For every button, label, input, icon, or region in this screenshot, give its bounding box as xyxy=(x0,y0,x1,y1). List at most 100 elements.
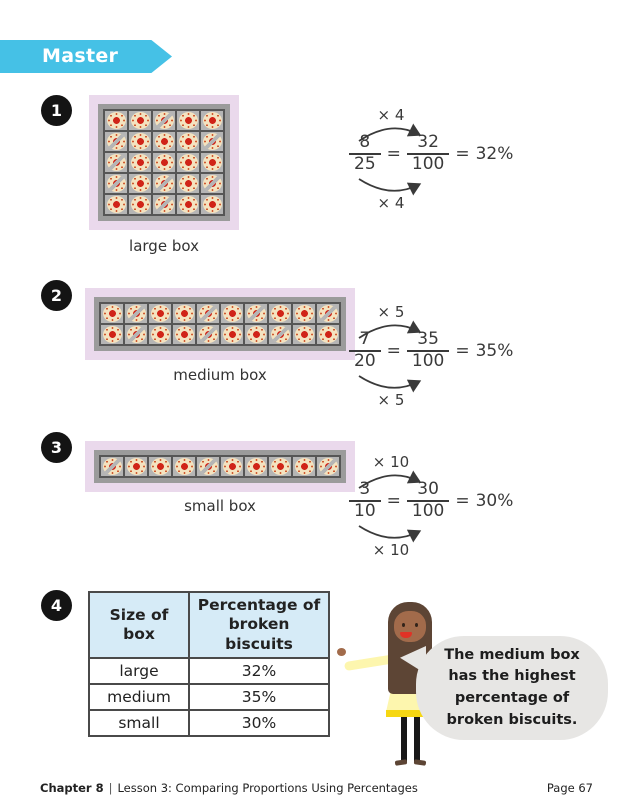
biscuit-cell xyxy=(105,153,127,172)
size-cell: small xyxy=(88,709,190,738)
biscuit-cell xyxy=(173,457,195,476)
biscuit-icon xyxy=(174,458,194,475)
master-banner-label: Master xyxy=(42,45,119,67)
question-2-badge: 2 xyxy=(41,280,72,311)
speech-text: The medium box has the highest percentag… xyxy=(444,646,580,728)
biscuit-cell xyxy=(221,457,243,476)
biscuit-icon xyxy=(102,305,122,322)
biscuit-cell xyxy=(101,457,123,476)
biscuit-icon xyxy=(222,326,242,343)
biscuit-icon xyxy=(294,326,314,343)
multiplier-top-label: × 10 xyxy=(372,453,410,471)
broken-biscuit-icon xyxy=(102,458,122,475)
biscuit-cell xyxy=(245,325,267,344)
biscuit-cell xyxy=(153,132,175,151)
biscuit-cell xyxy=(317,304,339,323)
biscuit-grid-small xyxy=(99,455,341,478)
question-1-number: 1 xyxy=(50,101,63,120)
biscuit-cell xyxy=(129,153,151,172)
biscuit-icon xyxy=(178,175,198,192)
broken-biscuit-icon xyxy=(198,305,218,322)
biscuit-cell xyxy=(129,111,151,130)
left-shoe xyxy=(394,759,408,766)
equals-sign: = xyxy=(386,341,401,361)
denominator: 10 xyxy=(349,500,381,522)
multiply-arrow-bottom-icon xyxy=(358,375,422,393)
biscuit-grid-large xyxy=(103,109,225,216)
percentage-result: 30% xyxy=(475,491,514,511)
numerator: 7 xyxy=(359,329,371,350)
biscuit-cell xyxy=(293,304,315,323)
biscuit-icon xyxy=(270,458,290,475)
multiply-arrow-bottom-icon xyxy=(358,178,422,196)
biscuit-icon xyxy=(174,305,194,322)
biscuit-icon xyxy=(154,154,174,171)
biscuit-icon xyxy=(178,133,198,150)
biscuit-icon xyxy=(246,326,266,343)
biscuit-cell xyxy=(177,153,199,172)
dress-hem xyxy=(386,710,432,717)
question-1-badge: 1 xyxy=(41,95,72,126)
biscuit-cell xyxy=(101,325,123,344)
biscuit-icon xyxy=(270,305,290,322)
biscuit-cell xyxy=(129,132,151,151)
biscuit-icon xyxy=(202,196,222,213)
biscuit-cell xyxy=(105,174,127,193)
biscuit-icon xyxy=(150,458,170,475)
biscuit-cell xyxy=(149,304,171,323)
biscuit-cell xyxy=(197,304,219,323)
numerator: 3 xyxy=(359,479,371,500)
denominator: 20 xyxy=(349,350,381,372)
broken-biscuit-icon xyxy=(318,458,338,475)
biscuit-cell xyxy=(221,325,243,344)
biscuit-cell xyxy=(293,457,315,476)
biscuit-icon xyxy=(130,196,150,213)
biscuit-cell xyxy=(105,195,127,214)
biscuit-cell xyxy=(293,325,315,344)
percentage-cell: 35% xyxy=(188,683,330,712)
biscuit-cell xyxy=(149,457,171,476)
biscuit-cell xyxy=(173,304,195,323)
biscuit-cell xyxy=(269,325,291,344)
biscuit-icon xyxy=(130,112,150,129)
broken-biscuit-icon xyxy=(270,326,290,343)
broken-biscuit-icon xyxy=(154,175,174,192)
biscuit-icon xyxy=(102,326,122,343)
right-eye xyxy=(415,623,418,627)
broken-biscuit-icon xyxy=(154,196,174,213)
equals-sign: = xyxy=(386,144,401,164)
biscuit-icon xyxy=(202,112,222,129)
biscuit-icon xyxy=(222,458,242,475)
question-3-badge: 3 xyxy=(41,432,72,463)
biscuit-tray xyxy=(94,297,346,351)
footer-chapter: Chapter 8 xyxy=(40,781,104,795)
working-2: × 5 7 20 = 35 100 = 35% × 5 xyxy=(349,303,524,409)
fraction-original: 7 20 xyxy=(349,330,381,371)
fraction-original: 8 25 xyxy=(349,133,381,174)
working-3: × 10 3 10 = 30 100 = 30% × 10 xyxy=(349,453,524,559)
biscuit-icon xyxy=(318,326,338,343)
right-leg xyxy=(414,717,420,762)
small-box-label: small box xyxy=(184,497,256,515)
broken-biscuit-icon xyxy=(198,458,218,475)
question-4-number: 4 xyxy=(50,596,63,615)
biscuit-icon xyxy=(106,196,126,213)
biscuit-cell xyxy=(125,457,147,476)
biscuit-icon xyxy=(150,326,170,343)
biscuit-cell xyxy=(129,174,151,193)
footer-separator: | xyxy=(108,781,113,795)
biscuit-icon xyxy=(130,133,150,150)
multiplier-bottom-label: × 10 xyxy=(372,541,410,559)
biscuit-cell xyxy=(125,304,147,323)
question-2-number: 2 xyxy=(50,286,63,305)
biscuit-icon xyxy=(178,154,198,171)
biscuit-tray xyxy=(98,104,230,221)
multiplier-bottom-label: × 5 xyxy=(377,391,405,409)
numerator: 30 xyxy=(417,479,439,500)
biscuit-icon xyxy=(294,458,314,475)
multiply-arrow-top-icon xyxy=(358,320,422,339)
biscuit-icon xyxy=(202,154,222,171)
biscuit-icon xyxy=(130,154,150,171)
column-header-percentage: Percentage of broken biscuits xyxy=(188,590,330,660)
left-eye xyxy=(402,623,405,627)
